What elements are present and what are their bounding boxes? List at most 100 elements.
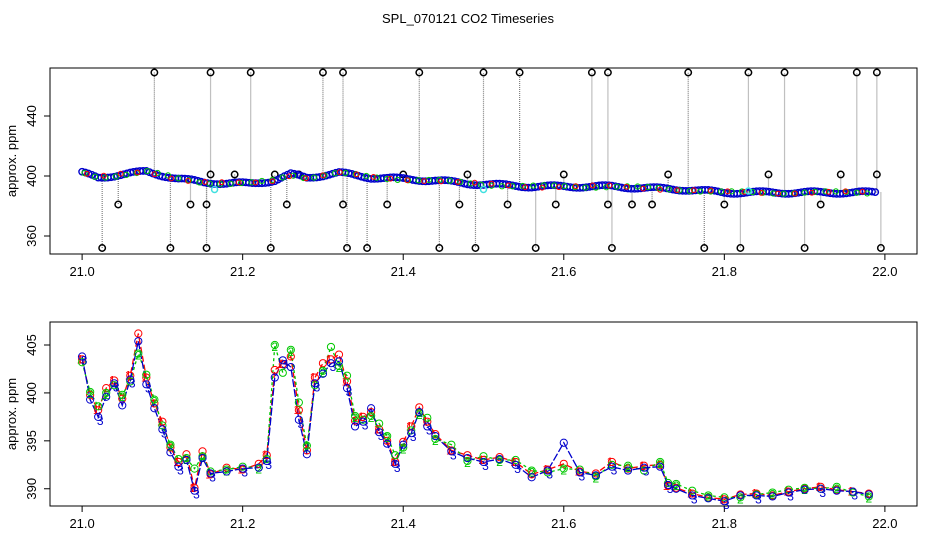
series-marker-3: 3 <box>113 380 120 394</box>
series-point-3 <box>415 407 424 417</box>
data-point <box>811 188 819 195</box>
cyan-point <box>479 185 488 194</box>
series-marker-2: 2 <box>833 482 840 496</box>
data-point <box>363 172 370 180</box>
data-point <box>384 175 391 183</box>
series-marker-2: 2 <box>769 488 776 502</box>
series-point-3 <box>479 457 488 467</box>
series-marker-1: 1 <box>639 459 646 473</box>
series-point-1 <box>150 399 159 408</box>
series-marker-3: 3 <box>265 458 272 472</box>
series-marker-2: 2 <box>400 443 407 457</box>
series-marker-1: 1 <box>294 403 301 417</box>
series-line-2 <box>81 344 869 499</box>
data-point <box>603 184 610 191</box>
data-point <box>871 188 880 196</box>
series-line-1 <box>81 333 869 500</box>
data-point <box>353 171 360 178</box>
series-point-1 <box>254 459 263 468</box>
series-point-3 <box>326 359 336 368</box>
data-point <box>749 188 756 196</box>
series-point-2 <box>190 464 199 473</box>
series-marker-2: 2 <box>705 490 712 504</box>
series-point-3 <box>704 494 713 503</box>
series-marker-2: 2 <box>352 411 359 425</box>
spike-point <box>780 68 789 77</box>
series-point-1 <box>383 436 392 445</box>
spike-point <box>150 68 159 77</box>
data-point <box>387 175 394 182</box>
data-point <box>690 187 697 194</box>
series-marker-2: 2 <box>496 455 503 469</box>
series-marker-2: 2 <box>336 361 343 375</box>
spike-point <box>246 68 255 77</box>
spike-point <box>684 68 693 77</box>
series-point-2 <box>575 465 584 474</box>
spike-point <box>648 200 657 209</box>
spike-point <box>628 200 636 209</box>
series-point-3 <box>294 415 303 424</box>
data-point <box>202 179 208 185</box>
data-point <box>498 183 506 190</box>
series-marker-1: 1 <box>93 403 100 417</box>
y-axis-top: 360 400 440 <box>24 105 50 247</box>
spike-point <box>800 244 809 252</box>
series-point-2 <box>511 455 520 465</box>
series-point-3 <box>623 466 633 475</box>
spike-point <box>872 170 881 179</box>
x-tick-label: 22.0 <box>872 516 897 531</box>
series-point-3 <box>78 352 87 361</box>
series-marker-1: 1 <box>261 448 268 462</box>
data-point <box>436 176 443 184</box>
data-point <box>227 180 234 187</box>
series-point-1 <box>110 376 119 385</box>
series-point-3 <box>238 464 247 473</box>
series-marker-3: 3 <box>177 464 184 478</box>
series-marker-3: 3 <box>787 490 794 504</box>
series-marker-2: 2 <box>183 453 190 467</box>
series-marker-3: 3 <box>851 489 858 503</box>
series-marker-3: 3 <box>667 482 674 496</box>
series-marker-3: 3 <box>394 461 401 475</box>
x-axis-bottom: 21.0 21.2 21.4 21.6 21.8 22.0 <box>69 506 898 531</box>
series-marker-2: 2 <box>199 451 206 465</box>
data-point <box>707 187 714 194</box>
series-point-3 <box>150 404 159 413</box>
series-marker-3: 3 <box>514 462 521 476</box>
spike-point <box>98 244 107 252</box>
series-point-2 <box>318 366 328 375</box>
series-marker-2: 2 <box>271 340 278 354</box>
data-point <box>123 171 130 179</box>
data-point <box>724 188 731 195</box>
series-point-1 <box>78 355 87 364</box>
data-point <box>657 186 664 193</box>
data-point <box>738 188 746 195</box>
series-point-3 <box>222 467 231 476</box>
series-marker-2: 2 <box>151 395 158 409</box>
series-marker-1: 1 <box>751 487 758 501</box>
data-point <box>421 178 427 184</box>
spike-point <box>471 244 480 252</box>
data-point <box>832 188 840 195</box>
data-point <box>342 169 349 177</box>
data-point <box>175 175 182 182</box>
spike-point <box>836 170 845 179</box>
y-axis-label-bottom: approx. ppm <box>4 378 19 450</box>
data-point <box>286 173 293 180</box>
data-point <box>488 180 495 187</box>
series-point-3 <box>367 404 376 413</box>
data-point <box>394 176 401 183</box>
series-point-3 <box>190 486 199 495</box>
spike-point <box>603 200 612 209</box>
cyan-point <box>210 185 219 194</box>
series-point-3 <box>575 468 584 477</box>
series-point-1 <box>102 384 111 393</box>
spike-point <box>206 68 215 77</box>
series-marker-3: 3 <box>691 492 698 506</box>
data-point <box>100 172 107 179</box>
series-marker-2: 2 <box>673 479 680 493</box>
series-point-3 <box>310 379 320 388</box>
series-point-2 <box>158 421 167 430</box>
